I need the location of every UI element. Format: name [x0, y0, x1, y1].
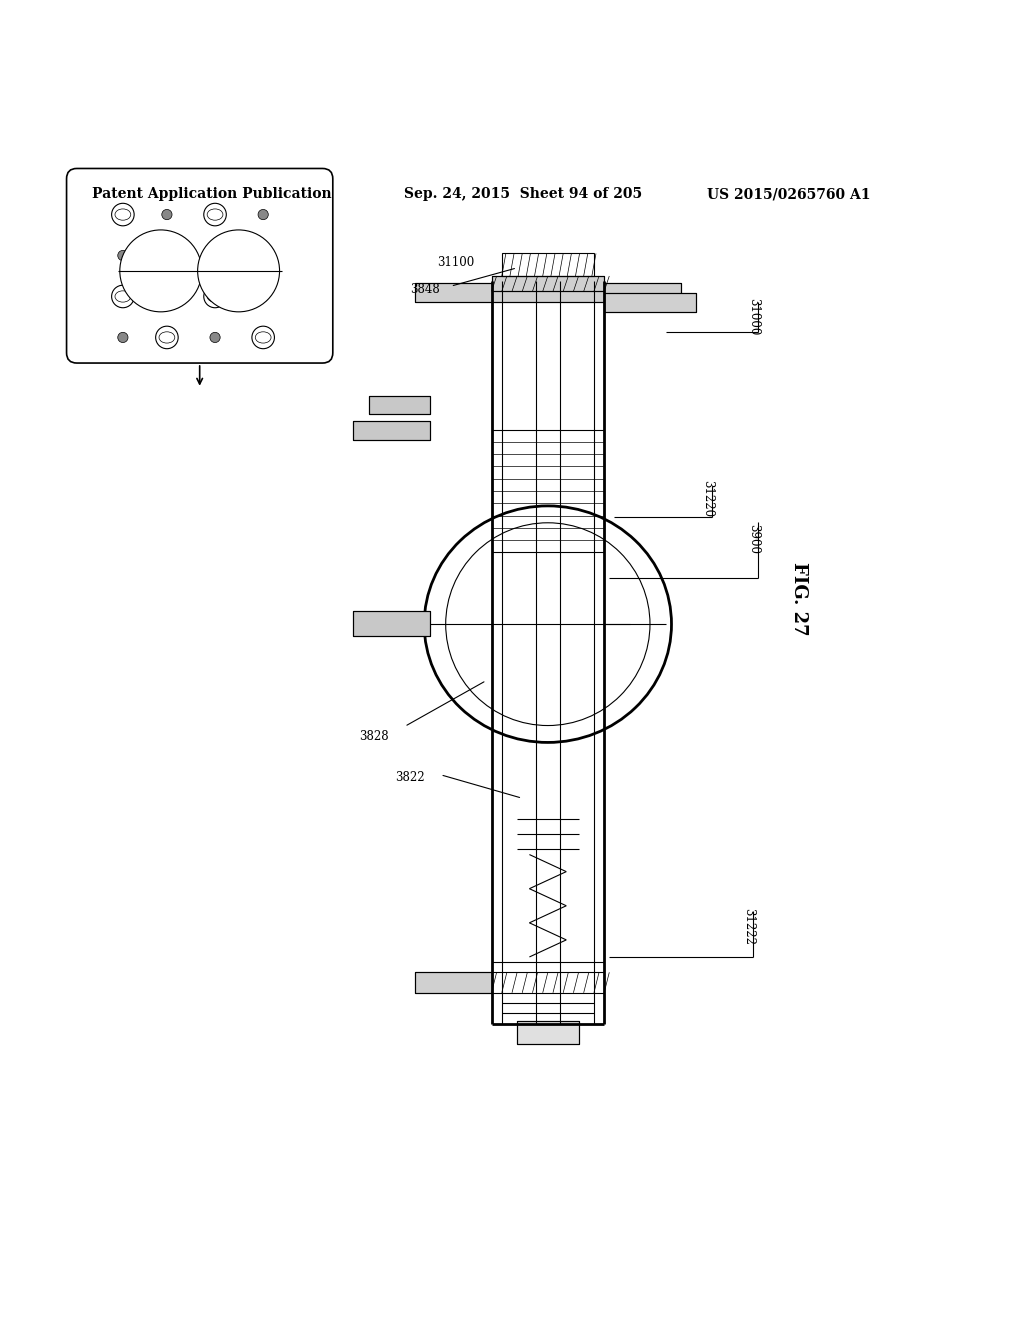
Ellipse shape	[207, 209, 223, 220]
Circle shape	[156, 326, 178, 348]
Bar	[353, 611, 430, 636]
Circle shape	[112, 203, 134, 226]
Text: Patent Application Publication: Patent Application Publication	[92, 187, 332, 201]
Circle shape	[258, 210, 268, 219]
Circle shape	[210, 333, 220, 343]
Bar	[415, 973, 492, 993]
Bar	[369, 396, 430, 414]
Ellipse shape	[255, 249, 271, 261]
Ellipse shape	[255, 331, 271, 343]
Circle shape	[204, 203, 226, 226]
Bar	[517, 1022, 579, 1044]
Text: 3900: 3900	[748, 524, 761, 554]
Text: FIG. 27: FIG. 27	[790, 562, 808, 635]
Text: 31220: 31220	[701, 479, 715, 516]
Text: 31222: 31222	[742, 908, 756, 945]
Circle shape	[258, 292, 268, 301]
Text: 3828: 3828	[359, 730, 388, 743]
Bar	[517, 1022, 579, 1044]
Bar	[369, 396, 430, 414]
Bar	[415, 973, 492, 993]
Ellipse shape	[424, 506, 672, 742]
Circle shape	[204, 285, 226, 308]
Bar	[415, 284, 681, 301]
Circle shape	[118, 251, 128, 260]
Bar	[353, 421, 430, 440]
Circle shape	[252, 326, 274, 348]
Text: 3822: 3822	[395, 771, 424, 784]
Circle shape	[120, 230, 202, 312]
FancyBboxPatch shape	[67, 169, 333, 363]
Ellipse shape	[207, 290, 223, 302]
Circle shape	[210, 251, 220, 260]
Bar	[604, 293, 696, 312]
Bar	[353, 611, 430, 636]
Circle shape	[162, 292, 172, 301]
Circle shape	[252, 244, 274, 267]
Circle shape	[198, 230, 280, 312]
Bar	[502, 253, 594, 276]
Bar	[415, 284, 681, 301]
Ellipse shape	[115, 209, 131, 220]
Circle shape	[162, 210, 172, 219]
Bar	[492, 276, 604, 292]
Bar	[604, 293, 696, 312]
Ellipse shape	[115, 290, 131, 302]
Text: US 2015/0265760 A1: US 2015/0265760 A1	[707, 187, 870, 201]
Ellipse shape	[159, 331, 175, 343]
Circle shape	[118, 333, 128, 343]
Circle shape	[112, 285, 134, 308]
Bar	[492, 276, 604, 292]
Text: 31000: 31000	[748, 298, 761, 335]
Text: Sep. 24, 2015  Sheet 94 of 205: Sep. 24, 2015 Sheet 94 of 205	[404, 187, 643, 201]
Text: 31100: 31100	[437, 256, 474, 269]
Circle shape	[156, 244, 178, 267]
Ellipse shape	[445, 523, 650, 726]
Text: 3848: 3848	[410, 282, 440, 296]
Ellipse shape	[159, 249, 175, 261]
Bar	[353, 421, 430, 440]
